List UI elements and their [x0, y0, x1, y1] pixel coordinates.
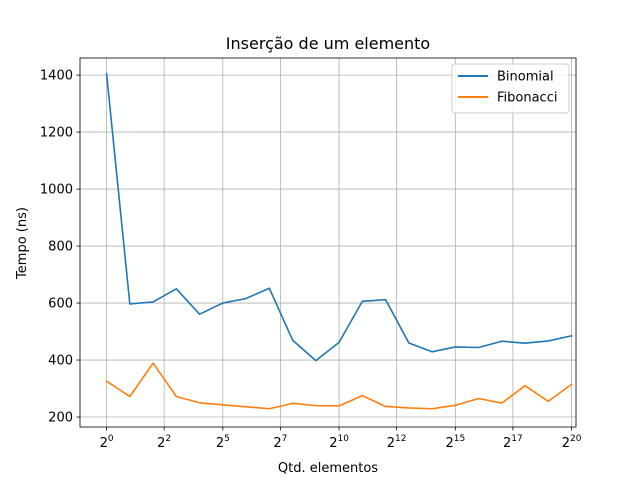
series-line-binomial	[105, 72, 573, 362]
x-tick-label: 215	[445, 434, 465, 451]
legend: Binomial Fibonacci	[451, 63, 570, 114]
legend-label-binomial: Binomial	[497, 70, 554, 85]
x-tick-exponent: 0	[108, 434, 114, 444]
x-axis-label: Qtd. elementos	[278, 461, 378, 476]
y-tick-label: 800	[48, 240, 73, 255]
x-tick-base: 2	[562, 436, 570, 451]
x-tick-base: 2	[387, 436, 395, 451]
x-tick-label: 210	[329, 434, 349, 451]
y-tick-label: 400	[48, 354, 73, 369]
grid	[80, 58, 576, 427]
y-tick-label: 600	[48, 297, 73, 312]
series-lines	[105, 72, 573, 410]
x-tick-label: 22	[157, 434, 171, 451]
x-tick-base: 2	[216, 436, 224, 451]
x-tick-exponent: 10	[337, 434, 349, 444]
x-tick-exponent: 15	[454, 434, 465, 444]
x-tick-label: 27	[273, 434, 287, 451]
x-tick-base: 2	[273, 436, 281, 451]
x-tick-exponent: 2	[165, 434, 171, 444]
x-tick-exponent: 5	[224, 434, 230, 444]
x-tick-label: 212	[387, 434, 407, 451]
x-tick-exponent: 12	[395, 434, 406, 444]
x-tick-base: 2	[445, 436, 453, 451]
y-tick-label: 1000	[40, 183, 73, 198]
y-axis-label: Tempo (ns)	[15, 207, 30, 280]
axis-ticks: 20 22 25 27 210 212 215 217 22020040060080010001…	[40, 69, 582, 451]
x-tick-label: 25	[216, 434, 230, 451]
chart-title: Inserção de um elemento	[226, 34, 430, 53]
x-tick-base: 2	[329, 436, 337, 451]
x-tick-label: 220	[562, 434, 582, 451]
x-tick-label: 20	[100, 434, 114, 451]
x-tick-base: 2	[100, 436, 108, 451]
x-tick-base: 2	[503, 436, 511, 451]
x-tick-base: 2	[157, 436, 165, 451]
x-tick-exponent: 7	[282, 434, 288, 444]
y-tick-label: 1400	[40, 69, 73, 84]
x-tick-exponent: 20	[570, 434, 582, 444]
plot-frame	[79, 57, 577, 428]
series-line-fibonacci	[105, 362, 573, 410]
x-tick-label: 217	[503, 434, 523, 451]
y-tick-label: 200	[48, 411, 73, 426]
y-tick-label: 1200	[40, 126, 73, 141]
legend-label-fibonacci: Fibonacci	[497, 91, 557, 106]
x-tick-exponent: 17	[511, 434, 522, 444]
